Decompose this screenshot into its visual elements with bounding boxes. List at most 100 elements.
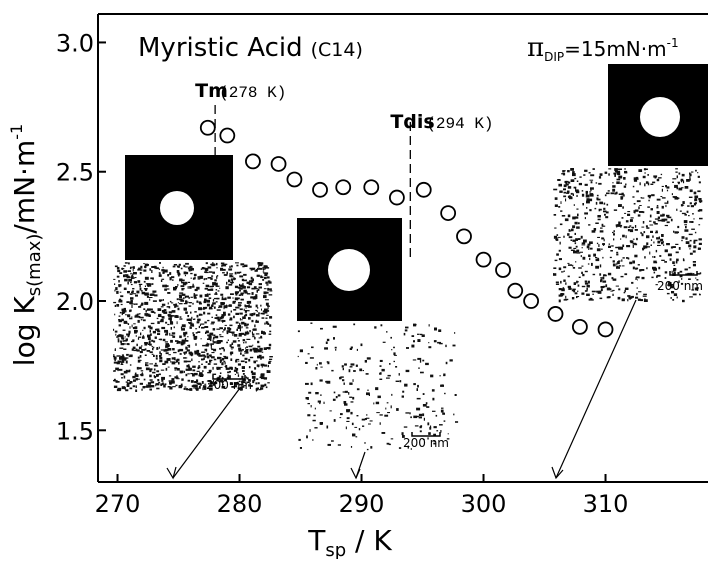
grain: [210, 343, 214, 345]
grain: [199, 383, 202, 386]
grain: [193, 337, 197, 340]
grain: [558, 206, 561, 208]
grain: [670, 218, 673, 222]
grain: [583, 239, 587, 243]
grain: [683, 220, 688, 224]
grain: [379, 359, 383, 362]
grain: [299, 447, 302, 449]
condition: πDIP=15mN·m-1: [527, 33, 679, 64]
grain: [631, 295, 634, 298]
grain: [604, 171, 608, 174]
grain: [678, 280, 680, 283]
grain: [344, 390, 348, 393]
grain: [427, 437, 429, 440]
grain: [625, 183, 627, 186]
grain: [182, 282, 187, 285]
grain: [568, 195, 571, 197]
grain: [597, 257, 599, 261]
grain: [202, 385, 207, 388]
grain: [617, 224, 621, 227]
grain: [637, 264, 640, 266]
grain: [212, 262, 214, 264]
grain: [144, 343, 148, 346]
grain: [680, 179, 683, 182]
grain: [589, 241, 593, 244]
grain: [113, 328, 115, 331]
grain: [192, 277, 195, 280]
condition-sub: DIP: [544, 50, 564, 64]
grain: [147, 308, 151, 311]
grain: [226, 330, 229, 333]
micrograph: [553, 168, 703, 303]
grain: [673, 268, 677, 271]
grain: [246, 332, 250, 334]
grain: [605, 216, 609, 219]
grain: [246, 381, 249, 383]
grain: [168, 317, 172, 320]
grain: [405, 326, 409, 329]
grain: [618, 204, 622, 207]
grain: [602, 276, 605, 280]
grain: [656, 274, 661, 277]
grain: [596, 248, 601, 252]
grain: [442, 412, 445, 415]
grain: [113, 301, 117, 304]
grain: [153, 368, 156, 371]
grain: [608, 173, 610, 176]
grain: [249, 348, 253, 352]
grain: [155, 384, 157, 387]
grain: [150, 308, 153, 311]
grain: [267, 306, 269, 310]
grain: [222, 331, 224, 333]
grain: [113, 370, 116, 372]
grain: [637, 298, 641, 301]
grain: [249, 330, 251, 333]
grain: [391, 393, 393, 396]
grain: [433, 440, 435, 443]
grain: [127, 379, 130, 382]
grain: [447, 433, 449, 435]
grain: [333, 391, 336, 394]
grain: [216, 276, 218, 279]
grain: [207, 334, 212, 337]
grain: [554, 204, 558, 207]
grain: [654, 223, 658, 225]
grain: [188, 344, 191, 348]
title-main: Myristic Acid: [138, 33, 303, 63]
grain: [617, 171, 619, 175]
grain: [178, 361, 180, 365]
grain: [195, 387, 199, 390]
grain: [157, 379, 160, 382]
grain: [559, 241, 561, 245]
grain: [265, 302, 269, 306]
grain: [582, 273, 585, 277]
grain: [116, 275, 120, 278]
grain: [234, 366, 237, 369]
grain: [134, 374, 139, 378]
data-point: [456, 228, 472, 245]
grain: [644, 172, 646, 174]
grain: [591, 299, 594, 301]
grain: [159, 351, 161, 355]
grain: [129, 381, 133, 384]
grain: [602, 285, 606, 288]
grain: [236, 328, 238, 331]
grain: [208, 297, 212, 299]
grain: [237, 340, 240, 342]
grain: [649, 224, 654, 226]
grain: [144, 313, 149, 316]
grain: [333, 337, 335, 340]
grain: [192, 283, 194, 286]
grain: [118, 280, 120, 283]
grain: [313, 414, 316, 417]
grain: [166, 306, 170, 308]
grain: [649, 214, 652, 218]
grain: [604, 213, 606, 216]
grain: [688, 244, 692, 248]
grain: [213, 358, 217, 361]
grain: [581, 292, 585, 295]
grain: [212, 282, 216, 286]
grain: [636, 190, 639, 193]
grain: [263, 347, 267, 350]
grain: [123, 357, 127, 360]
